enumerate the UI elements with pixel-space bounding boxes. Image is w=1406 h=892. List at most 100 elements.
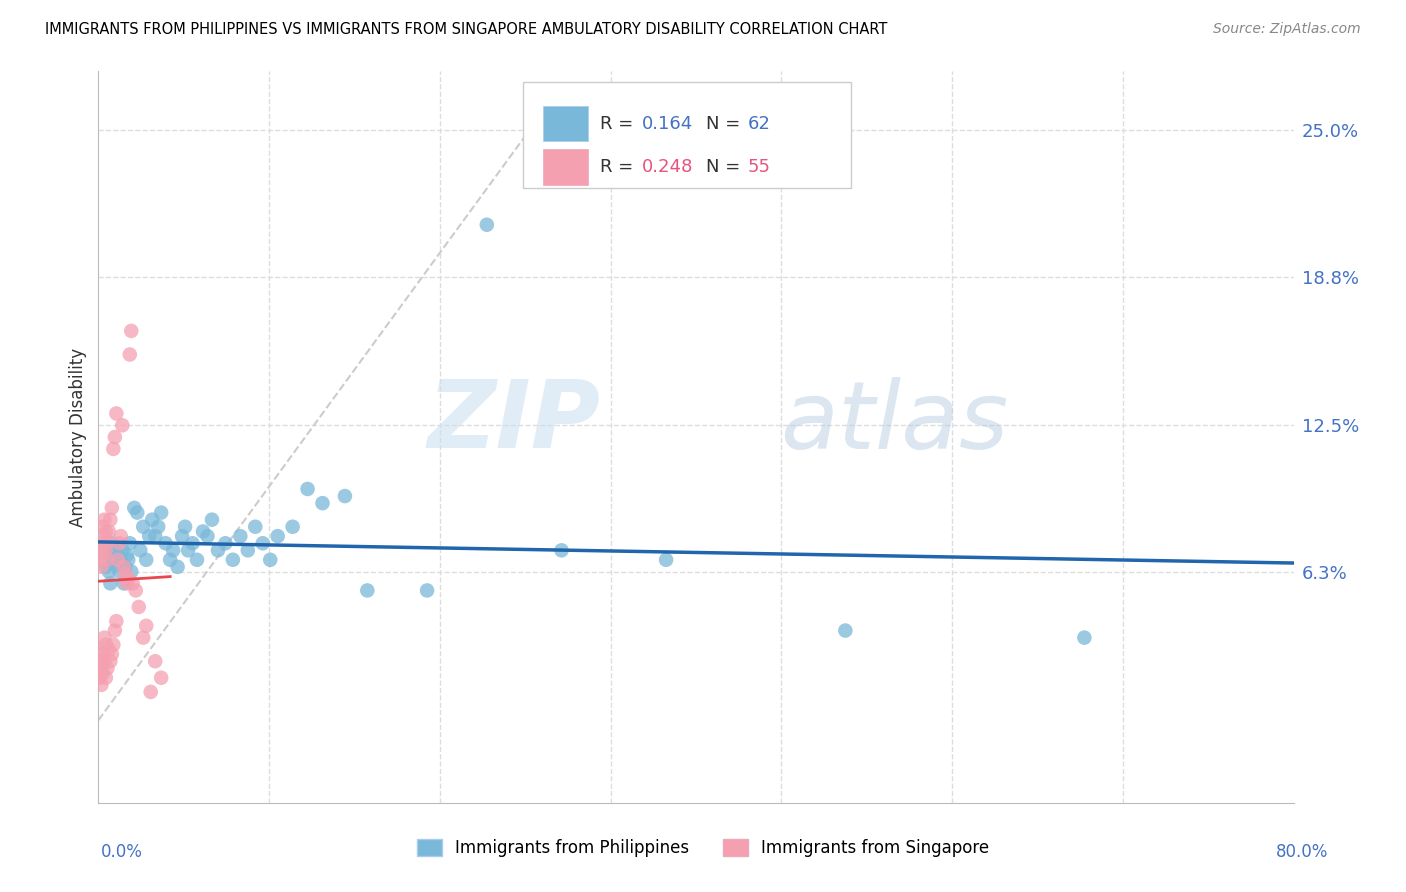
- Point: [311, 496, 333, 510]
- Point: [174, 520, 197, 534]
- Point: [94, 524, 117, 539]
- Point: [281, 520, 304, 534]
- Point: [128, 599, 150, 614]
- Point: [89, 671, 111, 685]
- Text: ZIP: ZIP: [427, 376, 600, 468]
- Point: [111, 418, 134, 433]
- Point: [112, 559, 135, 574]
- Point: [101, 500, 124, 515]
- Point: [115, 548, 138, 562]
- Point: [181, 536, 204, 550]
- Point: [89, 543, 111, 558]
- Point: [267, 529, 290, 543]
- Point: [96, 661, 118, 675]
- Point: [245, 520, 267, 534]
- Text: IMMIGRANTS FROM PHILIPPINES VS IMMIGRANTS FROM SINGAPORE AMBULATORY DISABILITY C: IMMIGRANTS FROM PHILIPPINES VS IMMIGRANT…: [45, 22, 887, 37]
- Point: [90, 559, 112, 574]
- Point: [297, 482, 319, 496]
- Point: [91, 543, 114, 558]
- Point: [166, 559, 188, 574]
- Point: [117, 572, 139, 586]
- Text: 0.0%: 0.0%: [101, 843, 143, 861]
- Point: [121, 576, 143, 591]
- Legend: Immigrants from Philippines, Immigrants from Singapore: Immigrants from Philippines, Immigrants …: [409, 831, 997, 866]
- Point: [103, 553, 125, 567]
- Point: [214, 536, 236, 550]
- Point: [97, 524, 120, 539]
- Text: N =: N =: [706, 158, 745, 176]
- Point: [96, 553, 118, 567]
- Point: [107, 553, 129, 567]
- Point: [127, 506, 149, 520]
- Point: [98, 654, 122, 668]
- Y-axis label: Ambulatory Disability: Ambulatory Disability: [69, 348, 87, 526]
- Point: [333, 489, 356, 503]
- Point: [172, 529, 194, 543]
- Point: [155, 536, 177, 550]
- Point: [141, 513, 163, 527]
- Point: [117, 553, 139, 567]
- Point: [91, 548, 114, 562]
- Point: [138, 529, 160, 543]
- Point: [96, 536, 118, 550]
- FancyBboxPatch shape: [543, 149, 589, 185]
- Point: [416, 583, 439, 598]
- Text: N =: N =: [706, 114, 745, 133]
- Point: [475, 218, 498, 232]
- Point: [89, 553, 111, 567]
- Point: [94, 559, 117, 574]
- Point: [143, 529, 166, 543]
- Point: [96, 548, 118, 562]
- Point: [118, 536, 141, 550]
- Point: [148, 520, 170, 534]
- Point: [108, 536, 131, 550]
- Point: [108, 565, 131, 579]
- Point: [101, 536, 124, 550]
- Point: [105, 558, 128, 572]
- Text: 0.248: 0.248: [643, 158, 693, 176]
- Point: [135, 619, 157, 633]
- Point: [103, 442, 125, 456]
- Point: [91, 647, 114, 661]
- Point: [90, 661, 112, 675]
- Point: [191, 524, 214, 539]
- Point: [236, 543, 259, 558]
- Point: [132, 520, 155, 534]
- Point: [93, 654, 115, 668]
- Point: [655, 553, 678, 567]
- Point: [97, 642, 120, 657]
- Point: [120, 565, 142, 579]
- Text: atlas: atlas: [779, 377, 1008, 468]
- Point: [132, 631, 155, 645]
- Point: [97, 565, 120, 579]
- Point: [186, 553, 208, 567]
- Point: [177, 543, 200, 558]
- Point: [197, 529, 219, 543]
- Point: [135, 553, 157, 567]
- Point: [222, 553, 245, 567]
- Point: [104, 430, 127, 444]
- Text: 0.164: 0.164: [643, 114, 693, 133]
- Point: [90, 536, 112, 550]
- Point: [124, 500, 146, 515]
- Point: [229, 529, 252, 543]
- Point: [87, 553, 110, 567]
- Point: [103, 638, 125, 652]
- Point: [107, 548, 129, 562]
- Point: [94, 543, 117, 558]
- Point: [93, 529, 115, 543]
- Point: [94, 638, 117, 652]
- Point: [159, 553, 181, 567]
- Text: 80.0%: 80.0%: [1277, 843, 1329, 861]
- Point: [98, 576, 122, 591]
- Text: 62: 62: [748, 114, 770, 133]
- Point: [118, 347, 141, 361]
- Point: [110, 529, 132, 543]
- Text: R =: R =: [600, 158, 640, 176]
- Text: Source: ZipAtlas.com: Source: ZipAtlas.com: [1213, 22, 1361, 37]
- Point: [101, 647, 124, 661]
- Point: [139, 685, 162, 699]
- Point: [114, 566, 136, 581]
- Point: [114, 559, 136, 574]
- Point: [201, 513, 224, 527]
